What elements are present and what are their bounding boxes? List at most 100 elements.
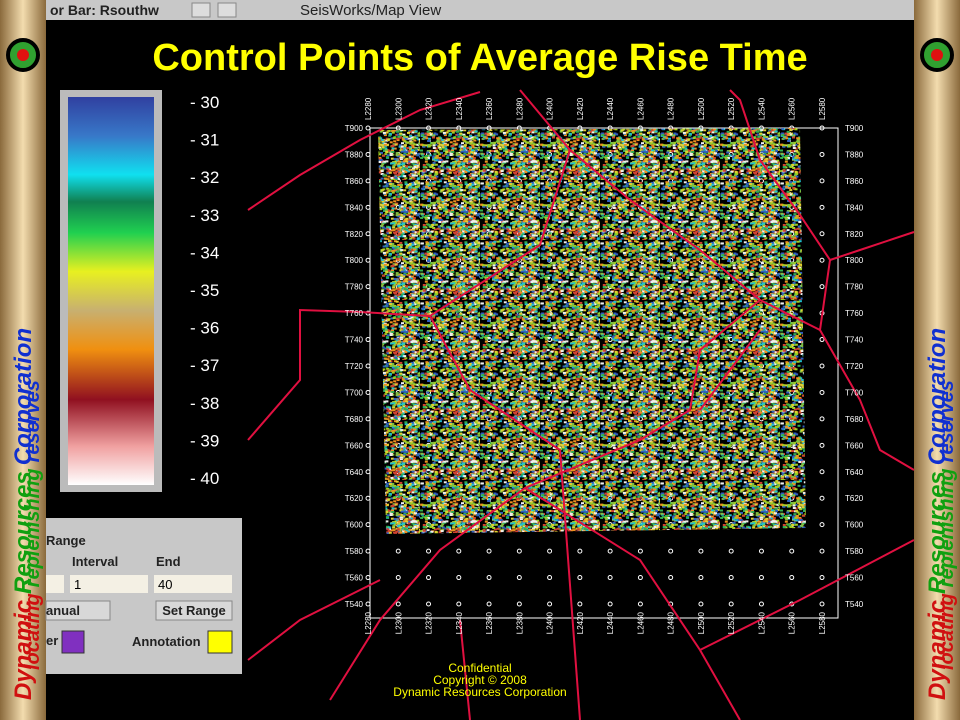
right-axis-label: T640	[845, 468, 864, 477]
control-point	[698, 548, 704, 554]
annotation-swatch[interactable]	[207, 630, 233, 654]
tagline-word: replenishing	[936, 468, 958, 587]
company-word: Resources	[924, 471, 951, 594]
right-axis-label: T900	[845, 124, 864, 133]
company-name: Dynamic Resources Corporation	[924, 328, 951, 700]
left-axis-label: T880	[345, 150, 364, 159]
right-axis-label: T760	[845, 309, 864, 318]
left-axis-label: T660	[345, 441, 364, 450]
control-point	[365, 389, 371, 395]
set-range-button[interactable]	[155, 600, 233, 621]
top-axis-label: L2440	[606, 97, 615, 120]
left-axis-label: T760	[345, 309, 364, 318]
control-point	[365, 416, 371, 422]
colorbar-label: - 35	[190, 281, 219, 300]
top-axis-label: L2400	[546, 97, 555, 120]
top-axis-label: L2520	[727, 97, 736, 120]
colorbar-label: - 36	[190, 319, 219, 338]
control-point	[516, 575, 522, 581]
bottom-axis-label: L2540	[757, 611, 766, 634]
top-axis-label: L2340	[455, 97, 464, 120]
bottom-axis-label: L2500	[697, 611, 706, 634]
control-point	[365, 231, 371, 237]
control-point	[819, 257, 825, 263]
colorbar-label: - 32	[190, 168, 219, 187]
control-point	[365, 125, 371, 131]
control-point	[395, 575, 401, 581]
top-axis-label: L2380	[515, 97, 524, 120]
logo-core	[17, 49, 29, 61]
control-point	[365, 284, 371, 290]
company-name: Dynamic Resources Corporation	[10, 328, 37, 700]
control-point	[728, 575, 734, 581]
footer-company: Dynamic Resources Corporation	[393, 685, 566, 699]
tagline-word: locating	[936, 593, 958, 670]
control-point	[637, 548, 643, 554]
left-axis-label: T720	[345, 362, 364, 371]
window-button[interactable]	[191, 2, 211, 18]
window-title: SeisWorks/Map View	[300, 2, 441, 19]
control-point	[819, 284, 825, 290]
bottom-axis-label: L2300	[394, 611, 403, 634]
company-word: Corporation	[924, 328, 951, 465]
mode-dropdown[interactable]	[45, 600, 111, 621]
control-point	[577, 575, 583, 581]
end-label: End	[156, 554, 181, 569]
end-input[interactable]	[154, 575, 232, 593]
control-point	[819, 601, 825, 607]
control-point	[819, 495, 825, 501]
control-point	[758, 601, 764, 607]
control-point	[365, 151, 371, 157]
control-point	[728, 601, 734, 607]
control-point	[758, 548, 764, 554]
control-point	[819, 522, 825, 528]
interval-value: 1	[74, 577, 81, 592]
bottom-axis-label: L2380	[515, 611, 524, 634]
right-axis-label: T880	[845, 150, 864, 159]
left-axis-label: T900	[345, 124, 364, 133]
right-axis-label: T780	[845, 283, 864, 292]
control-point	[426, 575, 432, 581]
tagline-word: reserves	[936, 380, 958, 462]
bottom-axis-label: L2560	[788, 611, 797, 634]
window-title-left: or Bar: Rsouthw	[50, 2, 159, 18]
bottom-axis-label: L2440	[606, 611, 615, 634]
control-point	[426, 548, 432, 554]
left-axis-label: T820	[345, 230, 364, 239]
interval-input[interactable]	[70, 575, 148, 593]
control-point	[486, 601, 492, 607]
right-banner	[914, 0, 960, 720]
color-label: er	[46, 633, 58, 648]
control-point	[819, 416, 825, 422]
control-point	[365, 337, 371, 343]
left-axis-label: T860	[345, 177, 364, 186]
bottom-axis-label: L2420	[576, 611, 585, 634]
company-word: Dynamic	[924, 600, 951, 700]
bottom-axis-label: L2320	[425, 611, 434, 634]
left-axis-label: T640	[345, 468, 364, 477]
company-word: Dynamic	[10, 600, 37, 700]
right-axis-label: T800	[845, 256, 864, 265]
mode-value: anual	[46, 603, 80, 618]
colorbar-label: - 33	[190, 206, 219, 225]
control-point	[819, 337, 825, 343]
left-axis-label: T740	[345, 336, 364, 345]
window-button[interactable]	[217, 2, 237, 18]
left-axis-label: T620	[345, 494, 364, 503]
top-axis-label: L2460	[636, 97, 645, 120]
control-point	[819, 363, 825, 369]
company-word: Resources	[10, 471, 37, 594]
color-swatch[interactable]	[61, 630, 85, 654]
right-axis-label: T720	[845, 362, 864, 371]
control-point	[365, 442, 371, 448]
bottom-axis-label: L2400	[546, 611, 555, 634]
control-point	[577, 601, 583, 607]
left-axis-label: T780	[345, 283, 364, 292]
control-point	[819, 442, 825, 448]
control-point	[426, 601, 432, 607]
colorbar-label: - 37	[190, 356, 219, 375]
start-input[interactable]	[46, 575, 64, 593]
control-point	[789, 548, 795, 554]
control-point	[819, 125, 825, 131]
right-axis-label: T680	[845, 415, 864, 424]
